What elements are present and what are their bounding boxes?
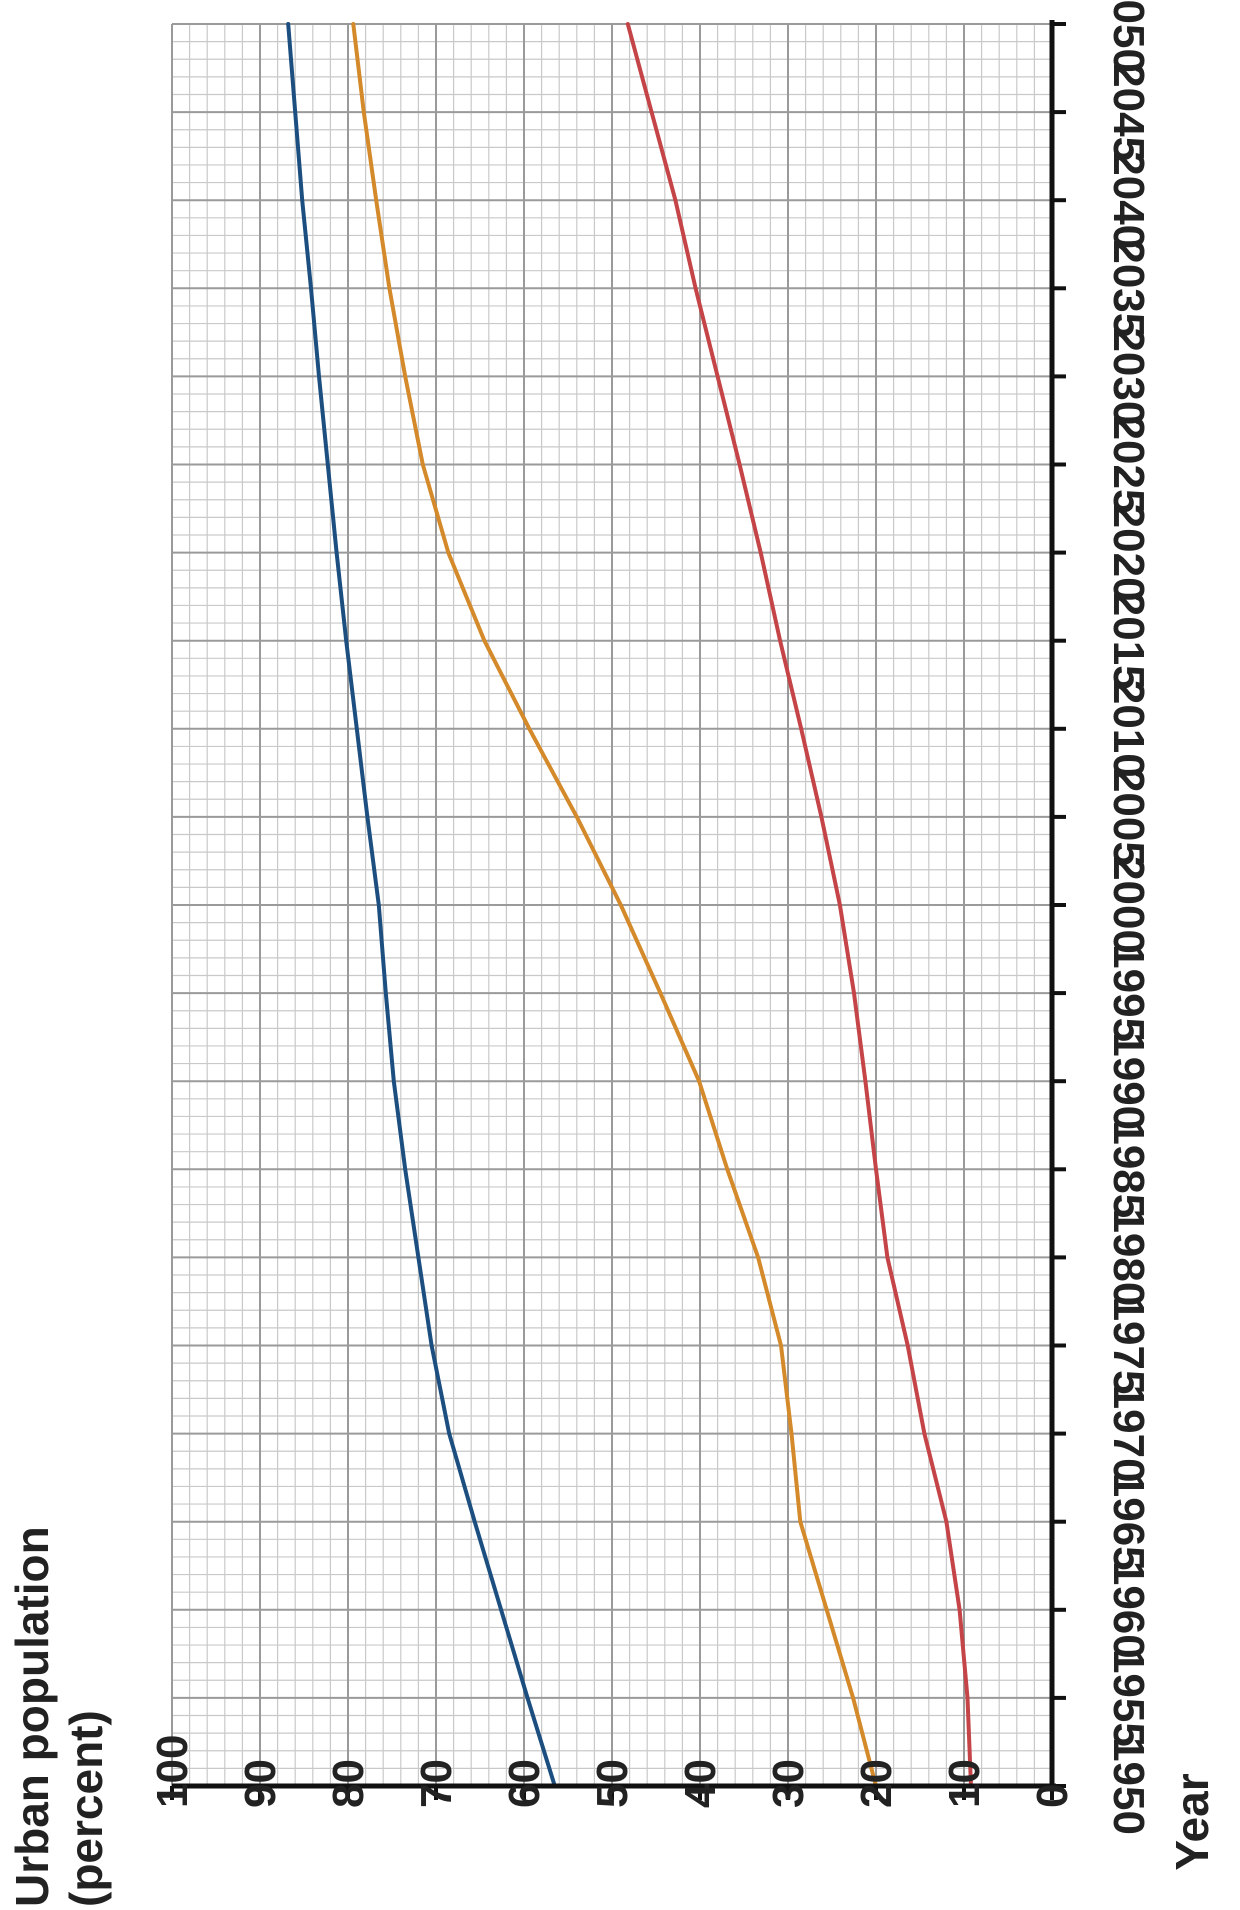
percent-tick-label: 90 — [236, 1759, 285, 1808]
percent-tick-label: 80 — [324, 1759, 373, 1808]
percent-tick-label: 70 — [412, 1759, 461, 1808]
year-tick-label: 1980 — [1104, 1208, 1153, 1306]
x-axis-title: Year — [1166, 1773, 1218, 1870]
major-grid — [171, 23, 1053, 1787]
year-tick-label: 2020 — [1104, 504, 1153, 602]
year-tick-label: 1990 — [1104, 1032, 1153, 1130]
axes-layer — [170, 20, 1066, 1800]
percent-tick-label: 0 — [1028, 1784, 1077, 1808]
percent-tick-label: 30 — [764, 1759, 813, 1808]
series-layer — [286, 22, 973, 1788]
year-tick-label: 1955 — [1104, 1649, 1153, 1747]
y-axis-title-line-1: Urban population — [6, 1526, 58, 1907]
series-line-2 — [351, 22, 878, 1788]
year-tick-labels: 1950195519601965197019751980198519901995… — [1104, 0, 1153, 1835]
year-tick-label: 2010 — [1104, 680, 1153, 778]
percent-tick-label: 50 — [588, 1759, 637, 1808]
percent-tick-labels: 0 10 20 30 40 50 60 70 80 90 100 — [148, 1735, 1077, 1808]
series-line-3 — [625, 22, 973, 1788]
year-tick-label: 1950 — [1104, 1737, 1153, 1835]
year-tick-label: 2025 — [1104, 416, 1153, 514]
percent-tick-label: 10 — [940, 1759, 989, 1808]
year-tick-label: 2030 — [1104, 327, 1153, 425]
year-tick-label: 1985 — [1104, 1120, 1153, 1218]
y-axis-title-line-2: (percent) — [60, 1710, 112, 1907]
year-tick-label: 2000 — [1104, 856, 1153, 954]
percent-tick-label: 20 — [852, 1759, 901, 1808]
percent-tick-label: 100 — [148, 1735, 197, 1808]
year-tick-label: 2005 — [1104, 768, 1153, 866]
year-tick-label: 2040 — [1104, 151, 1153, 249]
axis-titles: Urban population (percent) Year — [6, 1526, 1218, 1907]
series-line-1 — [286, 22, 557, 1788]
year-tick-label: 1960 — [1104, 1561, 1153, 1659]
year-tick-label: 1970 — [1104, 1385, 1153, 1483]
percent-tick-label: 40 — [676, 1759, 725, 1808]
year-tick-label: 1995 — [1104, 944, 1153, 1042]
percent-tick-label: 60 — [500, 1759, 549, 1808]
year-tick-label: 2035 — [1104, 239, 1153, 337]
year-tick-label: 2015 — [1104, 592, 1153, 690]
year-tick-label: 2045 — [1104, 63, 1153, 161]
year-tick-label: 1965 — [1104, 1473, 1153, 1571]
year-tick-label: 1975 — [1104, 1297, 1153, 1395]
year-tick-label: 2050 — [1104, 0, 1153, 73]
